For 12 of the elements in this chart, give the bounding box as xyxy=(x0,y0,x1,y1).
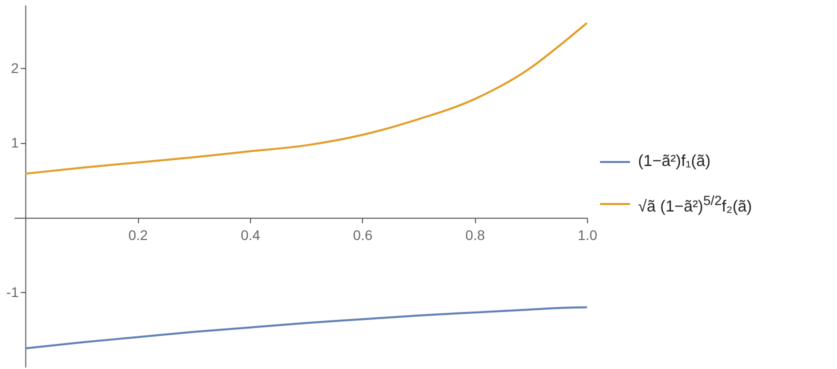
x-tick-label: 1.0 xyxy=(578,227,598,244)
y-tick-label: 1 xyxy=(10,134,19,151)
x-tick-label: 0.8 xyxy=(465,227,486,244)
legend-label: √ã (1−ã²)$^{5/2}$f₂(ã) xyxy=(638,192,752,216)
x-tick-label: 0.4 xyxy=(240,227,260,244)
line-series xyxy=(24,22,587,175)
x-tick-label: 0.6 xyxy=(353,227,373,244)
y-tick-label: 2 xyxy=(10,60,19,76)
x-tick-label: 0.2 xyxy=(128,227,148,244)
line-series xyxy=(24,306,587,350)
legend-label: (1−ã²)f₁(ã) xyxy=(638,152,711,171)
y-tick-label: -1 xyxy=(6,284,19,300)
